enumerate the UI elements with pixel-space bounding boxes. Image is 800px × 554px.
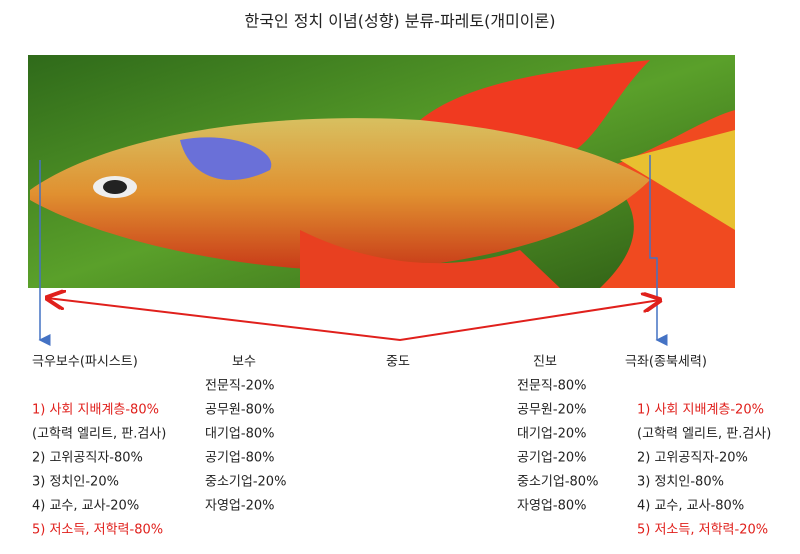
- column-item: 공무원-20%: [517, 403, 586, 418]
- arrows: [38, 155, 668, 346]
- column-item: 대기업-80%: [205, 427, 274, 442]
- column-item: 3) 정치인-80%: [637, 475, 724, 490]
- column-item: 2) 고위공직자-20%: [637, 451, 748, 466]
- column-item: 대기업-20%: [517, 427, 586, 442]
- column-item: 중소기업-20%: [205, 475, 286, 490]
- column-item: 전문직-20%: [205, 379, 274, 394]
- column-item: (고학력 엘리트, 판.검사): [32, 427, 166, 442]
- column-item: 4) 교수, 교사-80%: [637, 499, 744, 514]
- column-item: 공기업-80%: [205, 451, 274, 466]
- column-item: 5) 저소득, 저학력-20%: [637, 523, 768, 538]
- title: 한국인 정치 이념(성향) 분류-파레토(개미이론): [245, 12, 556, 31]
- column-heading: 극우보수(파시스트): [32, 355, 138, 370]
- column-item: 중소기업-80%: [517, 475, 598, 490]
- column-heading: 보수: [232, 355, 256, 370]
- column-item: 1) 사회 지배계층-20%: [637, 403, 764, 418]
- column-item: 5) 저소득, 저학력-80%: [32, 523, 163, 538]
- column-item: 전문직-80%: [517, 379, 586, 394]
- column-item: 1) 사회 지배계층-80%: [32, 403, 159, 418]
- column-heading: 진보: [533, 355, 557, 370]
- column-item: 공기업-20%: [517, 451, 586, 466]
- column-heading: 중도: [386, 355, 410, 370]
- column-item: 2) 고위공직자-80%: [32, 451, 143, 466]
- column-item: 공무원-80%: [205, 403, 274, 418]
- fish-image: [28, 55, 735, 288]
- column-item: 4) 교수, 교사-20%: [32, 499, 139, 514]
- column-heading: 극좌(종북세력): [625, 355, 707, 370]
- column-item: 자영업-20%: [205, 499, 274, 514]
- column-item: (고학력 엘리트, 판.검사): [637, 427, 771, 442]
- column-item: 3) 정치인-20%: [32, 475, 119, 490]
- column-item: 자영업-80%: [517, 499, 586, 514]
